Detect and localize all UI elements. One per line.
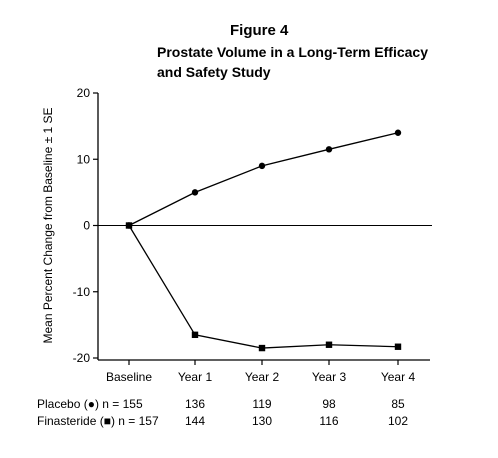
finasteride-point (394, 343, 402, 350)
n-value-cell: 130 (251, 414, 273, 428)
y-tick-label: 20 (77, 86, 91, 100)
y-tick-label: 10 (77, 152, 91, 166)
series-line-finasteride (128, 225, 399, 349)
chart-title-line-2: and Safety Study (157, 64, 271, 80)
n-value-cell: 136 (184, 397, 206, 411)
n-row-label: Finasteride (■) n = 157 (37, 414, 159, 428)
y-tick-label: -10 (73, 285, 91, 299)
finasteride-point (325, 341, 333, 348)
x-tick-label: Baseline (106, 370, 152, 384)
placebo-point (325, 146, 333, 153)
series-line-placebo (128, 132, 399, 227)
n-value-cell: 85 (391, 397, 405, 411)
n-value-cell: 116 (319, 414, 339, 428)
n-value-cell: 98 (322, 397, 336, 411)
x-tick-label: Year 2 (245, 370, 280, 384)
finasteride-point (258, 344, 266, 352)
n-row-label: Placebo (●) n = 155 (37, 397, 143, 411)
chart-title-line-1: Prostate Volume in a Long-Term Efficacy (157, 44, 428, 60)
finasteride-point (191, 331, 199, 339)
finasteride-point (125, 222, 133, 229)
x-tick-label: Year 4 (381, 370, 416, 384)
x-tick-label: Year 1 (178, 370, 213, 384)
n-value-cell: 144 (184, 414, 206, 428)
x-tick-label: Year 3 (312, 370, 347, 384)
placebo-point (258, 162, 266, 170)
y-tick-label: -20 (73, 351, 91, 365)
figure-label: Figure 4 (230, 22, 289, 39)
placebo-point (191, 189, 199, 196)
y-tick-label: 0 (83, 219, 90, 233)
n-value-cell: 119 (252, 397, 272, 411)
y-axis-label: Mean Percent Change from Baseline ± 1 SE (41, 107, 55, 343)
placebo-point (394, 129, 402, 136)
n-value-cell: 102 (387, 414, 409, 428)
